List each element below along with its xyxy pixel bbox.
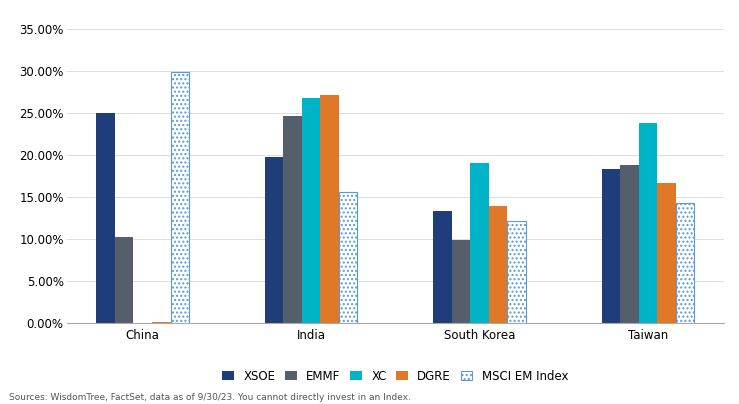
Bar: [470, 163, 488, 323]
Bar: [433, 210, 452, 323]
Legend: XSOE, EMMF, XC, DGRE, MSCI EM Index: XSOE, EMMF, XC, DGRE, MSCI EM Index: [222, 370, 568, 383]
Bar: [283, 116, 302, 323]
Bar: [638, 123, 657, 323]
Bar: [488, 206, 508, 323]
Bar: [657, 183, 675, 323]
Bar: [302, 98, 321, 323]
Bar: [452, 240, 470, 323]
Bar: [620, 165, 638, 323]
Bar: [321, 95, 339, 323]
Bar: [265, 157, 283, 323]
Bar: [96, 113, 115, 323]
Bar: [171, 72, 189, 323]
Bar: [115, 237, 134, 323]
Text: Sources: WisdomTree, FactSet, data as of 9/30/23. You cannot directly invest in : Sources: WisdomTree, FactSet, data as of…: [9, 393, 411, 402]
Bar: [152, 322, 171, 323]
Bar: [339, 191, 358, 323]
Bar: [602, 168, 620, 323]
Bar: [675, 203, 695, 323]
Bar: [508, 221, 526, 323]
